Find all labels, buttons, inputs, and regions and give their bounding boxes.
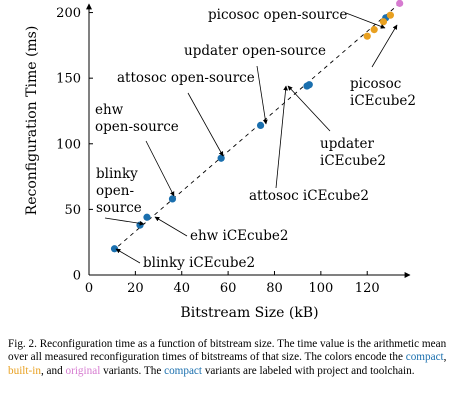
x-axis-label: Bitstream Size (kB) (180, 305, 318, 321)
annotation-label: open- (96, 183, 134, 199)
annotation-arrow (154, 216, 188, 237)
axes: 0 20 40 60 80 100 120 0 50 100 150 200 Bitstream Siz… (24, 3, 411, 321)
annotation-label: ehw iCEcube2 (190, 228, 289, 244)
y-tick-label: 100 (56, 137, 81, 152)
built-in-point (386, 11, 395, 19)
annotation-arrow (287, 85, 331, 132)
compact-point (110, 245, 119, 253)
compact-point (143, 213, 151, 221)
chart-svg: 0 20 40 60 80 100 120 0 50 100 150 200 Bitstream Siz… (24, 0, 416, 321)
annotations: picosoc open-source updater open-source at… (95, 7, 416, 271)
caption-built-in-term: built-in (8, 364, 41, 377)
annotation-label: blinky (96, 166, 138, 182)
annotation-arrow (345, 12, 386, 29)
annotation-arrow (115, 248, 141, 264)
scatter-chart: 0 20 40 60 80 100 120 0 50 100 150 200 Bitstream Siz… (24, 0, 416, 321)
compact-point (305, 81, 313, 89)
y-tick-label: 200 (56, 6, 81, 21)
annotation-label: iCEcube2 (350, 93, 416, 109)
y-tick-label: 0 (73, 269, 81, 284)
annotation-label: open-source (95, 119, 179, 135)
caption-text: Fig. 2. Reconfiguration time as a functi… (8, 338, 447, 364)
annotation-label: picosoc open-source (208, 7, 347, 23)
figure-caption: Fig. 2. Reconfiguration time as a functi… (8, 338, 462, 378)
caption-compact-term: compact (164, 364, 203, 377)
x-tick-label: 100 (308, 281, 333, 296)
annotation-arrow (187, 92, 224, 157)
built-in-point (363, 32, 371, 40)
x-tick-label: 0 (85, 281, 93, 296)
x-tick-label: 40 (173, 281, 190, 296)
caption-text: variants. The (100, 364, 165, 377)
annotation-label: ehw (95, 102, 124, 118)
x-tick-label: 120 (355, 281, 380, 296)
caption-compact-term: compact (405, 351, 444, 364)
compact-point (256, 121, 265, 130)
caption-text: variants are labeled with project and to… (202, 364, 415, 377)
compact-point (168, 195, 177, 203)
data-points (110, 0, 404, 253)
annotation-arrow (104, 217, 145, 226)
built-in-point (379, 18, 388, 26)
annotation-label: iCEcube2 (320, 153, 386, 169)
annotation-label: updater open-source (184, 43, 326, 59)
annotation-label: source (96, 200, 142, 216)
x-tick-label: 60 (220, 281, 237, 296)
annotation-label: blinky iCEcube2 (143, 255, 255, 271)
annotation-label: attosoc open-source (117, 70, 255, 86)
caption-text: , (443, 351, 447, 364)
caption-original-term: original (65, 364, 101, 377)
built-in-point (370, 26, 378, 34)
annotation-arrow (371, 24, 398, 68)
x-tick-label: 80 (266, 281, 283, 296)
annotation-label: attosoc iCEcube2 (249, 188, 369, 204)
y-tick-label: 50 (64, 203, 81, 218)
annotation-arrow (256, 65, 268, 125)
original-point (396, 0, 404, 7)
y-tick-label: 150 (56, 72, 81, 87)
annotation-label: updater (320, 136, 374, 152)
x-tick-label: 20 (127, 281, 144, 296)
y-axis-label: Reconfiguration Time (ms) (24, 26, 40, 216)
annotation-label: picosoc (350, 76, 401, 92)
annotation-arrow (275, 85, 288, 189)
compact-point (217, 154, 225, 162)
annotation-arrow (145, 140, 175, 197)
caption-text: , and (40, 364, 66, 377)
